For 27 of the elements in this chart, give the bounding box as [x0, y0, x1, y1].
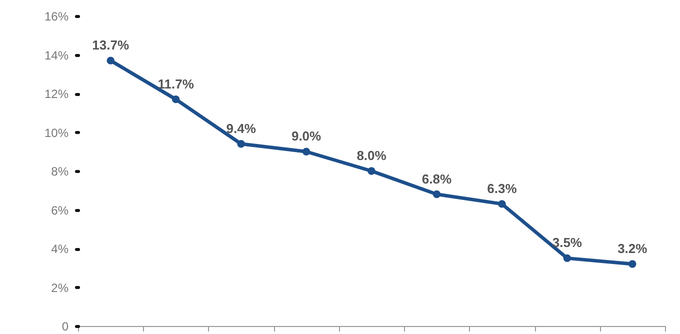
data-label: 6.8%: [422, 171, 452, 186]
y-tick-label: 8%: [51, 164, 69, 178]
data-label: 3.5%: [552, 235, 582, 250]
point: [432, 190, 441, 198]
data-label: 6.3%: [487, 180, 518, 196]
point: [237, 140, 245, 148]
point: [498, 200, 506, 208]
point: [563, 254, 572, 262]
y-tick-label: 12%: [44, 87, 69, 101]
point: [368, 167, 376, 175]
point: [172, 95, 180, 104]
data-label: 11.7%: [158, 76, 194, 92]
y-tick-label: 2%: [51, 280, 69, 295]
point: [106, 56, 114, 64]
y-tick-label: 14%: [44, 48, 69, 62]
y-tick-label: 16%: [44, 10, 69, 24]
data-label: 9.0%: [291, 128, 322, 144]
data-label: 8.0%: [356, 148, 387, 163]
y-tick-label: 4%: [51, 242, 69, 256]
y-tick-label: 10%: [44, 126, 69, 140]
y-tick-label: 6%: [51, 203, 69, 218]
data-label: 9.4%: [226, 120, 256, 136]
point: [302, 148, 310, 156]
y-tick-label: 0: [62, 320, 69, 334]
data-label: 13.7%: [92, 38, 130, 53]
point: [628, 260, 636, 268]
data-label: 3.2%: [618, 241, 648, 256]
